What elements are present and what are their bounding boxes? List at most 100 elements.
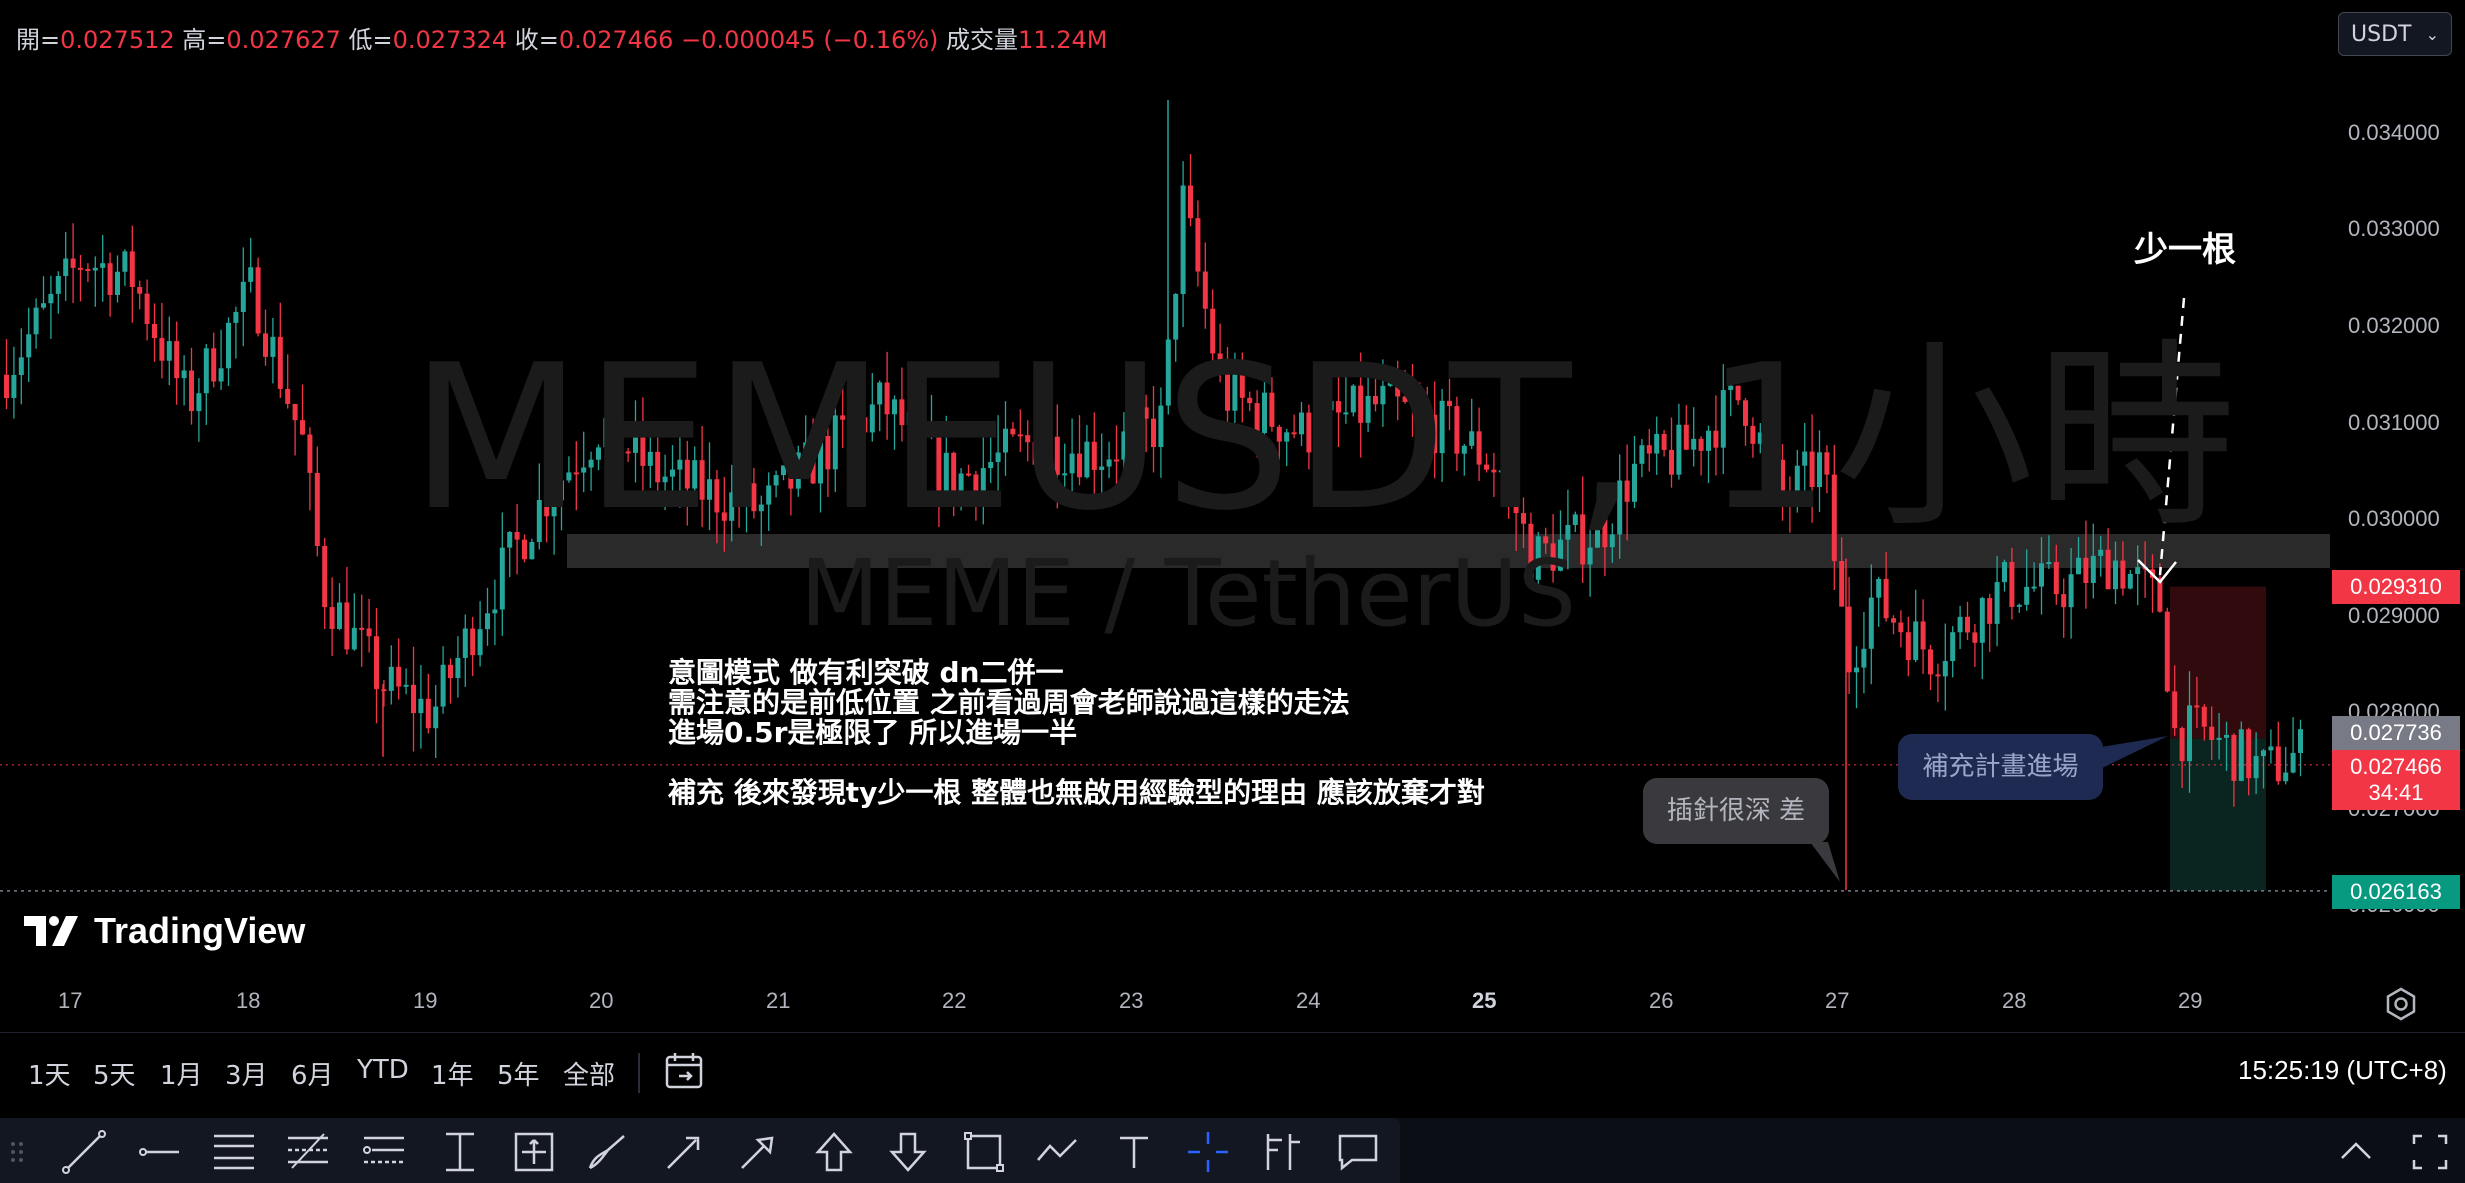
candle-body: [1654, 433, 1660, 454]
entry-callout[interactable]: 補充計畫進場: [1898, 734, 2103, 800]
candle-body: [1824, 452, 1830, 475]
arrow-marker-icon[interactable]: [734, 1128, 782, 1176]
candle-body: [2135, 567, 2141, 574]
path-icon[interactable]: [1034, 1128, 1082, 1176]
candle-body: [2127, 573, 2133, 589]
candle-body: [2268, 746, 2274, 751]
range-6m-button[interactable]: 6月: [291, 1061, 334, 1091]
candle-body: [1765, 432, 1771, 449]
candle-body: [1380, 385, 1386, 405]
candle-body: [322, 545, 328, 608]
price-tick: 0.032000: [2348, 313, 2440, 338]
gear-icon[interactable]: [2384, 987, 2418, 1021]
rectangle-icon[interactable]: [960, 1128, 1008, 1176]
missing-bar-note[interactable]: 少一根: [2134, 230, 2236, 270]
range-1m-button[interactable]: 1月: [160, 1061, 203, 1091]
price-scale[interactable]: [2330, 0, 2465, 975]
trade-notes[interactable]: 意圖模式 做有利突破 dn二併一 需注意的是前低位置 之前看過周會老師說過這樣的…: [668, 658, 1485, 808]
candle-body: [2113, 560, 2118, 590]
candle-body: [433, 706, 439, 729]
candle-body: [1550, 543, 1556, 571]
fullscreen-icon[interactable]: [2406, 1128, 2454, 1176]
high-value: 0.027627: [226, 26, 341, 54]
candle-body: [1831, 474, 1837, 562]
candle-body: [1276, 426, 1282, 442]
anchored-vwap-icon[interactable]: [1260, 1128, 1308, 1176]
time-tick: 21: [766, 988, 791, 1013]
calendar-goto-icon[interactable]: [663, 1049, 707, 1093]
candle-body: [1883, 578, 1889, 619]
candlestick-chart[interactable]: [0, 0, 2330, 975]
range-3m-button[interactable]: 3月: [225, 1061, 268, 1091]
arrow-icon[interactable]: [660, 1128, 708, 1176]
arrow-up-icon[interactable]: [810, 1128, 858, 1176]
fib-retracement-icon[interactable]: [284, 1128, 332, 1176]
arrow-down-icon[interactable]: [884, 1128, 932, 1176]
candle-body: [1387, 380, 1393, 386]
candle-body: [544, 500, 550, 517]
candle-body: [129, 251, 135, 288]
tradingview-logo-icon: [24, 916, 78, 946]
range-1y-button[interactable]: 1年: [431, 1061, 474, 1091]
candle-body: [1003, 428, 1008, 453]
candle-body: [2261, 750, 2266, 757]
candle-body: [1535, 536, 1541, 580]
range-ytd-button[interactable]: YTD: [357, 1055, 409, 1085]
candle-body: [758, 504, 764, 512]
candle-body: [514, 531, 520, 540]
candle-body: [529, 541, 535, 560]
candle-body: [751, 483, 757, 512]
horizontal-ray-icon[interactable]: [135, 1128, 183, 1176]
range-5d-button[interactable]: 5天: [93, 1061, 136, 1091]
candle-body: [1069, 453, 1075, 474]
candle-body: [980, 468, 986, 497]
date-price-range-icon[interactable]: [510, 1128, 558, 1176]
change-value: −0.000045 (−0.16%): [681, 26, 939, 54]
candle-body: [337, 602, 342, 629]
candle-body: [573, 472, 579, 475]
candle-body: [1350, 385, 1356, 413]
drag-handle-icon[interactable]: [10, 1140, 24, 1164]
candle-body: [1965, 616, 1970, 633]
candle-body: [1173, 293, 1179, 340]
candle-body: [70, 258, 76, 268]
drawing-toolbar: [0, 1118, 2465, 1183]
range-5y-button[interactable]: 5年: [497, 1061, 540, 1091]
candle-body: [1950, 632, 1956, 662]
long-position-icon[interactable]: [436, 1128, 484, 1176]
parallel-channel-icon[interactable]: [210, 1128, 258, 1176]
chevron-up-icon[interactable]: [2332, 1128, 2380, 1176]
candle-body: [1713, 430, 1719, 448]
candle-body: [847, 419, 853, 425]
line-tool-icon[interactable]: [60, 1128, 108, 1176]
candle-body: [840, 415, 846, 420]
comment-icon[interactable]: [1334, 1128, 1382, 1176]
range-1d-button[interactable]: 1天: [28, 1061, 71, 1091]
candle-body: [2164, 611, 2170, 692]
candle-body: [344, 602, 350, 650]
candle-body: [1136, 407, 1142, 420]
candle-body: [936, 431, 942, 491]
candle-body: [122, 251, 128, 272]
session-clock[interactable]: 15:25:19 (UTC+8): [2238, 1055, 2447, 1085]
candle-body: [914, 412, 920, 418]
time-tick: 19: [413, 988, 438, 1013]
text-icon[interactable]: [1110, 1128, 1158, 1176]
crosshair-icon[interactable]: [1184, 1128, 1232, 1176]
tradingview-logo[interactable]: TradingView: [22, 910, 305, 952]
price-tick: 0.029000: [2348, 603, 2440, 628]
range-all-button[interactable]: 全部: [563, 1061, 616, 1091]
fib-extension-icon[interactable]: [360, 1128, 408, 1176]
candle-body: [115, 271, 120, 295]
brush-icon[interactable]: [584, 1128, 632, 1176]
candle-body: [1299, 412, 1304, 435]
currency-select[interactable]: USDT ⌄: [2338, 12, 2452, 56]
candle-body: [440, 664, 446, 707]
candle-body: [1817, 452, 1822, 487]
candle-body: [1291, 432, 1297, 435]
candle-body: [559, 480, 564, 501]
candle-body: [1395, 380, 1401, 397]
wick-callout[interactable]: 插針很深 差: [1643, 778, 1829, 844]
candle-body: [41, 303, 46, 308]
chart-pane[interactable]: MEMEUSDT, 1小時 MEME / TetherUS 開=0.027512…: [0, 0, 2416, 1021]
